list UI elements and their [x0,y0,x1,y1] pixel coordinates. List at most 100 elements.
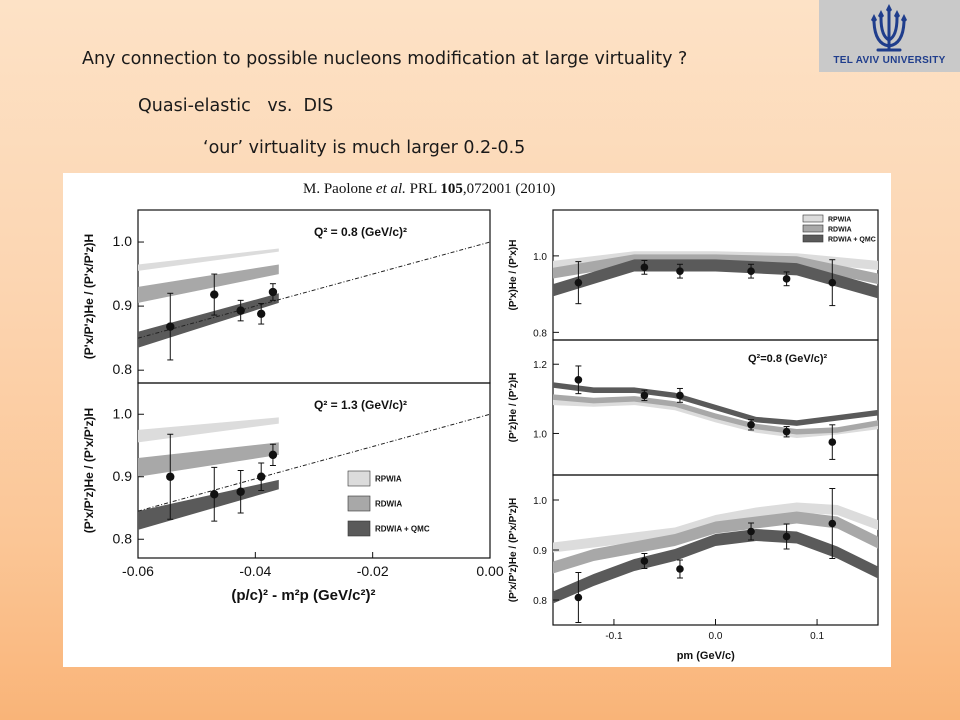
y-axis-label: (P'z)He / (P'z)H [508,373,519,443]
y-tick-label: 0.8 [113,361,133,377]
legend-label: RDWIA [375,500,402,509]
data-point [782,275,791,283]
legend-label: RDWIA [828,227,852,234]
x-axis-label: (p/c)² - m²p (GeV/c²)² [231,587,375,604]
tel-aviv-university-logo: TEL AVIV UNIVERSITY [819,0,960,72]
citation-rest: ,072001 (2010) [462,181,556,197]
band-rdwia [138,264,279,303]
plots-svg: 0.8 0.9 1.0 Q² = 0.8 (GeV/c)² (P'x/P'z)He / … [82,209,879,662]
citation-etal: et al. [375,181,406,197]
x-tick-label: 0.0 [709,631,723,642]
y-tick-label: 0.9 [113,468,133,484]
legend-label: RDWIA + QMC [828,237,876,244]
data-point [640,391,649,400]
trend-line [137,241,491,339]
data-point [236,306,245,315]
legend-swatch [802,214,824,223]
legend-label: RDWIA + QMC [375,525,430,534]
data-point [268,450,278,460]
data-point [210,490,219,499]
y-tick-label: 0.8 [113,530,133,546]
data-point [747,527,755,536]
citation-journal: PRL [409,181,437,197]
logo-text: TEL AVIV UNIVERSITY [833,55,946,66]
citation-authors: M. Paolone [303,181,373,197]
citation-volume: 105 [440,181,463,197]
x-tick-label: -0.06 [122,563,154,579]
x-axis-label: pm (GeV/c) [677,650,735,662]
band-rdwia [138,442,279,477]
band-rdwia [553,511,878,574]
x-tick-label: 0.1 [810,631,824,642]
band-rdwia-qmc [553,259,878,299]
band-rdwia-qmc [553,529,878,604]
legend-swatch [347,520,371,537]
band-rpwia [138,417,279,443]
y-axis-label: (P'x/P'z)He / (P'x/P'z)H [82,408,96,533]
data-point [640,263,649,272]
y-tick-label: 1.2 [533,360,547,371]
chart-right-middle: 1.0 1.2 Q²=0.8 (GeV/c)² (P'z)He / (P'z)H [508,339,879,476]
band-rdwia [553,394,878,435]
legend-swatch [802,224,824,233]
data-point [574,278,583,287]
data-point [257,472,266,481]
band-rdwia-qmc [553,382,878,426]
legend-swatch [347,470,371,487]
data-point [574,593,583,602]
y-tick-label: 1.0 [113,233,133,249]
chart-left-top: 0.8 0.9 1.0 Q² = 0.8 (GeV/c)² (P'x/P'z)He / … [82,209,491,384]
data-point [166,322,175,331]
figure-panel: M. Paolone et al. PRL 105,072001 (2010) … [63,173,891,667]
y-tick-label: 1.0 [113,405,133,421]
band-rdwia-qmc [138,479,279,530]
y-tick-label: 1.0 [533,252,547,263]
data-point [828,278,837,287]
data-point [640,557,649,565]
trend-line [137,413,491,512]
legend-swatch [802,234,824,243]
data-point [166,472,175,481]
y-tick-label: 0.9 [533,546,547,557]
slide-subheading: Quasi-elastic vs. DIS [138,96,334,116]
chart-left-bottom: 0.8 0.9 1.0 -0.06 -0.04 -0.02 0.00 Q² = 1.3 (Ge… [82,382,504,604]
data-point [747,421,755,429]
band-rpwia [553,502,878,553]
y-tick-label: 1.0 [533,429,547,440]
q2-annotation: Q²=0.8 (GeV/c)² [748,353,828,365]
x-tick-label: 0.00 [476,563,503,579]
y-axis-label: (P'x)He / (P'x)H [508,240,519,311]
band-rdwia-qmc [138,293,279,348]
data-point [257,309,266,318]
data-point [676,391,684,400]
data-point [574,376,583,384]
slide-note: ‘our’ virtuality is much larger 0.2-0.5 [203,138,526,158]
legend-label: RPWIA [828,217,851,224]
data-point [828,438,837,446]
data-point [268,287,278,297]
y-tick-label: 0.8 [533,328,547,339]
data-point [676,267,684,275]
x-tick-label: -0.04 [239,563,271,579]
menorah-icon [871,4,907,52]
data-point [236,487,245,496]
legend-label: RPWIA [375,475,402,484]
y-tick-label: 0.8 [533,596,547,607]
citation: M. Paolone et al. PRL 105,072001 (2010) [303,181,555,198]
q2-annotation: Q² = 1.3 (GeV/c)² [314,398,407,412]
legend-swatch [347,495,371,512]
y-tick-label: 0.9 [113,297,133,313]
chart-right-bottom: 0.8 0.9 1.0 -0.1 0.0 0.1 (P'x/P'z)He / (P'x/P'… [508,474,879,662]
data-point [747,267,755,275]
chart-right-top: 0.8 1.0 (P'x)He / (P'x)H RPWIA RDWIA RDWIA + … [508,209,879,341]
x-tick-label: -0.1 [605,631,623,642]
y-axis-label: (P'x/P'z)He / (P'x/P'z)H [508,498,519,603]
data-point [210,290,219,299]
data-point [676,565,684,573]
data-point [782,427,791,436]
y-tick-label: 1.0 [533,496,547,507]
x-tick-label: -0.02 [357,563,389,579]
data-point [828,519,837,528]
data-point [782,532,791,541]
q2-annotation: Q² = 0.8 (GeV/c)² [314,225,407,239]
